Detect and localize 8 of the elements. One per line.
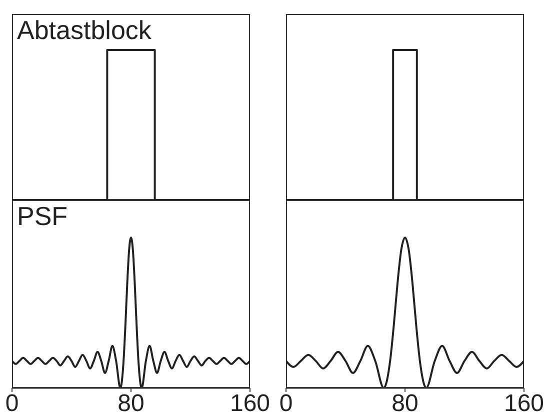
x-tick-label: 0 xyxy=(279,390,293,418)
x-tick-label: 0 xyxy=(5,390,19,418)
chart-title: PSF xyxy=(17,201,68,231)
x-tick-label: 160 xyxy=(230,390,270,418)
chart-title: Abtastblock xyxy=(17,15,152,45)
x-tick-label: 80 xyxy=(392,390,418,418)
x-tick-label: 160 xyxy=(504,390,544,418)
x-tick-label: 80 xyxy=(118,390,144,418)
